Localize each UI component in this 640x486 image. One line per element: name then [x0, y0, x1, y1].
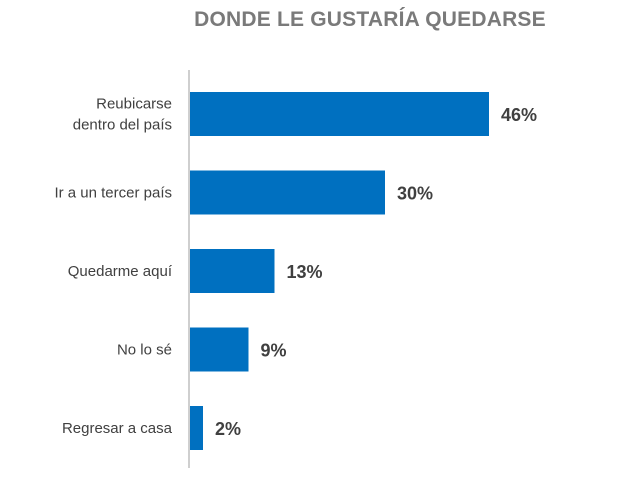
bar — [190, 170, 385, 215]
bar — [190, 249, 275, 293]
data-label: 9% — [261, 341, 287, 361]
category-label: Reubicarse — [96, 96, 172, 113]
chart-title: DONDE LE GUSTARÍA QUEDARSE — [194, 8, 546, 31]
data-label: 2% — [215, 419, 241, 439]
bar — [190, 327, 249, 372]
data-label: 46% — [501, 105, 537, 125]
bar — [190, 406, 203, 450]
category-label: dentro del país — [73, 117, 172, 134]
category-label: Quedarme aquí — [68, 263, 173, 280]
data-label: 13% — [287, 262, 323, 282]
data-label: 30% — [397, 184, 433, 204]
category-label: No lo sé — [117, 342, 172, 359]
bar — [190, 92, 489, 136]
category-label: Ir a un tercer país — [54, 185, 172, 202]
category-label: Regresar a casa — [62, 420, 173, 437]
